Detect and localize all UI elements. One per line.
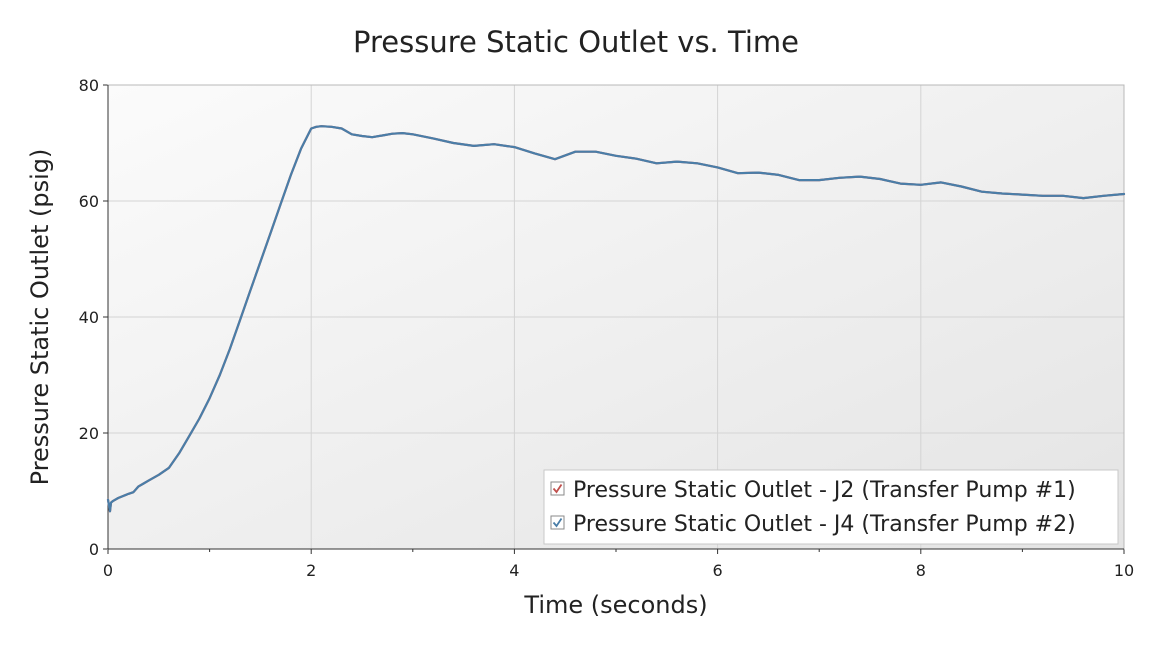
- y-tick-label: 20: [79, 424, 99, 443]
- x-axis-title: Time (seconds): [523, 591, 707, 619]
- chart-title: Pressure Static Outlet vs. Time: [353, 25, 799, 59]
- x-tick-label: 2: [306, 561, 316, 580]
- legend-box: [543, 469, 1119, 545]
- y-tick-labels: 0 20 40 60 80: [79, 76, 99, 559]
- y-tick-label: 80: [79, 76, 99, 95]
- axis-ticks: [103, 84, 1125, 554]
- x-tick-label: 4: [509, 561, 519, 580]
- x-tick-labels: 0 2 4 6 8 10: [103, 561, 1134, 580]
- legend-label-j2: Pressure Static Outlet - J2 (Transfer Pu…: [573, 478, 1076, 503]
- series-lines: [106, 125, 1126, 513]
- y-tick-label: 60: [79, 192, 99, 211]
- y-tick-label: 40: [79, 308, 99, 327]
- x-tick-label: 6: [713, 561, 723, 580]
- checkbox-icon[interactable]: [550, 481, 565, 496]
- series-line-1: [106, 125, 1126, 513]
- legend-item-j4[interactable]: Pressure Static Outlet - J4 (Transfer Pu…: [550, 512, 1076, 537]
- legend-item-j2[interactable]: Pressure Static Outlet - J2 (Transfer Pu…: [550, 478, 1076, 503]
- x-tick-label: 0: [103, 561, 113, 580]
- checkbox-icon[interactable]: [550, 515, 565, 530]
- legend: Pressure Static Outlet - J2 (Transfer Pu…: [543, 469, 1119, 545]
- checkmark-icon: [552, 484, 563, 494]
- x-tick-label: 8: [916, 561, 926, 580]
- x-tick-label: 10: [1114, 561, 1134, 580]
- y-axis-title: Pressure Static Outlet (psig): [26, 149, 54, 486]
- legend-label-j4: Pressure Static Outlet - J4 (Transfer Pu…: [573, 512, 1076, 537]
- y-tick-label: 0: [89, 540, 99, 559]
- checkmark-icon: [552, 518, 563, 528]
